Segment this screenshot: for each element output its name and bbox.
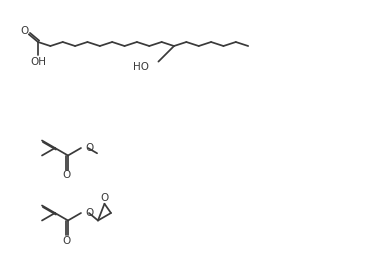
Text: HO: HO — [133, 61, 149, 72]
Text: O: O — [63, 235, 71, 245]
Text: O: O — [100, 193, 109, 203]
Text: O: O — [21, 26, 29, 36]
Text: O: O — [85, 143, 93, 153]
Text: O: O — [85, 208, 93, 218]
Text: O: O — [63, 171, 71, 181]
Text: OH: OH — [30, 57, 46, 67]
